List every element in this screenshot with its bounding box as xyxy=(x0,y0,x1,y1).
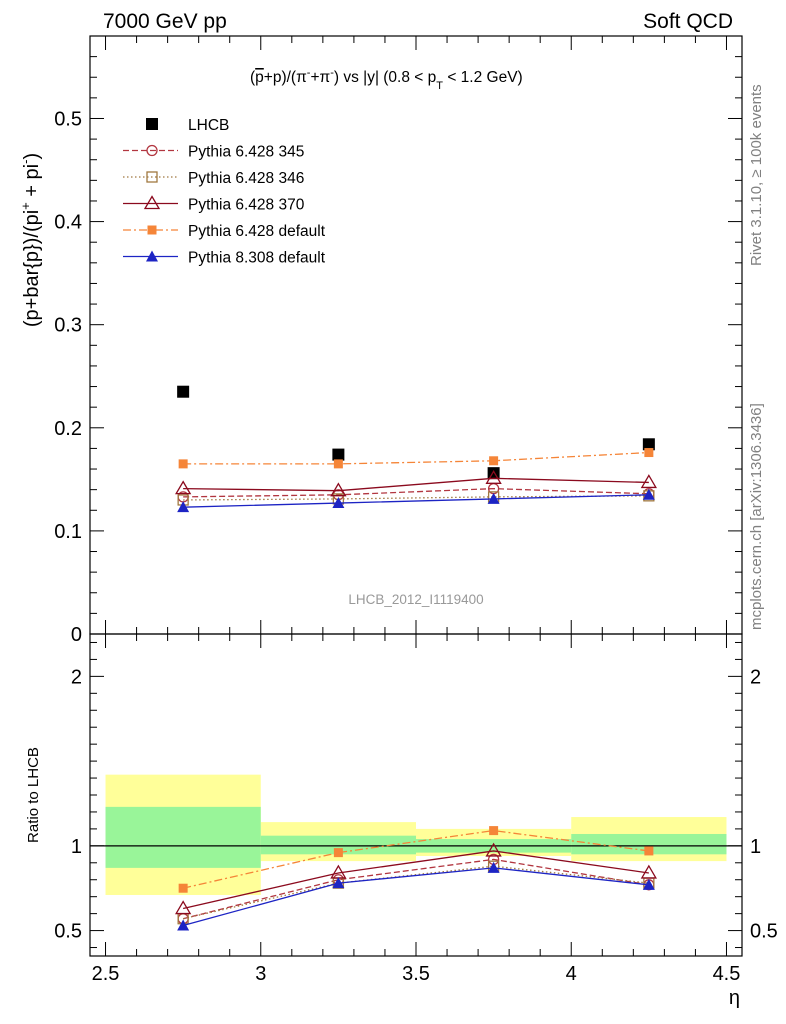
ratio-point-5-1 xyxy=(332,877,345,889)
legend-marker-1 xyxy=(146,144,158,157)
ratio-line-1 xyxy=(182,858,649,920)
main-point-3-0 xyxy=(175,480,192,495)
band-stat-0 xyxy=(105,806,261,868)
ratio-point-5-2 xyxy=(487,861,500,873)
legend-marker-3 xyxy=(143,195,161,210)
legend-label-2: Pythia 6.428 346 xyxy=(188,170,304,187)
main-point-5-2 xyxy=(487,492,500,504)
band-stat-3 xyxy=(571,833,727,855)
main-line-1 xyxy=(183,487,649,498)
tick-labels: 2.5 3 3.5 4 4.5 0 0.1 0.2 0.3 0.4 0.5 0.5 0.5 1 1 2 2 xyxy=(54,108,778,985)
ratio-point-3-3 xyxy=(640,864,657,879)
ratio-point-4-3 xyxy=(644,846,654,856)
main-line-4 xyxy=(183,451,649,465)
main-point-3-2 xyxy=(485,470,502,484)
main-y-tick-label: 0.1 xyxy=(54,521,82,543)
main-point-4-0 xyxy=(178,459,188,469)
x-tick-label: 3 xyxy=(255,963,266,985)
mcplots-reference-text: mcplots.cern.ch [arXiv:1306.3436] xyxy=(748,403,765,630)
legend-marker-0 xyxy=(146,118,158,130)
ratio-y-tick-label-right: 2 xyxy=(750,666,761,688)
title-pbar: p xyxy=(255,69,264,86)
ratio-point-5-0 xyxy=(177,919,190,931)
main-y-tick-label: 0 xyxy=(71,624,82,646)
ratio-uncertainty-bands xyxy=(105,774,727,895)
ratio-y-tick-label-left: 1 xyxy=(71,836,82,858)
main-point-3-1 xyxy=(330,482,347,497)
legend-label-3: Pythia 6.428 370 xyxy=(188,197,305,214)
ratio-y-tick-label-left: 0.5 xyxy=(54,921,82,943)
main-line-3 xyxy=(183,477,649,492)
rivet-version-text: Rivet 3.1.10, ≥ 100k events xyxy=(748,84,765,266)
ratio-y-tick-label-left: 2 xyxy=(71,666,82,688)
analysis-watermark: LHCB_2012_I1119400 xyxy=(348,592,483,607)
main-y-tick-label: 0.5 xyxy=(54,108,82,130)
legend-label-1: Pythia 6.428 345 xyxy=(188,144,304,161)
ratio-point-3-2 xyxy=(485,842,502,857)
main-y-tick-label: 0.3 xyxy=(54,315,82,337)
main-point-0-1 xyxy=(332,448,345,461)
main-y-tick-label: 0.2 xyxy=(54,418,82,440)
ratio-y-tick-label-right: 0.5 xyxy=(750,921,778,943)
main-y-tick-label: 0.4 xyxy=(54,212,82,234)
main-point-3-3 xyxy=(640,474,657,489)
ratio-point-3-0 xyxy=(175,900,192,915)
ratio-series-layer xyxy=(175,826,657,931)
ratio-y-tick-label-right: 1 xyxy=(750,836,761,858)
legend-label-4: Pythia 6.428 default xyxy=(188,223,326,240)
ratio-point-5-3 xyxy=(642,878,655,890)
legend-marker-4 xyxy=(147,225,157,235)
main-point-4-1 xyxy=(333,459,343,469)
main-point-0-0 xyxy=(177,385,190,398)
ratio-ylabel: Ratio to LHCB xyxy=(25,747,42,843)
ratio-line-5 xyxy=(182,867,649,927)
band-stat-1 xyxy=(260,835,416,855)
ratio-line-2 xyxy=(182,865,649,920)
main-line-5 xyxy=(183,494,649,508)
main-point-5-0 xyxy=(177,501,190,513)
x-tick-label: 4.5 xyxy=(713,963,741,985)
legend-label-5: Pythia 8.308 default xyxy=(188,250,326,267)
header-right: Soft QCD xyxy=(643,10,733,33)
x-tick-label: 2.5 xyxy=(92,963,120,985)
main-ylabel: (p+bar{p})/(pi+ + pi-) xyxy=(18,153,43,327)
x-axis-label: η xyxy=(729,987,740,1009)
ratio-point-4-0 xyxy=(178,883,188,893)
axes-ticks xyxy=(90,36,742,956)
main-point-4-2 xyxy=(489,456,499,466)
x-tick-label: 3.5 xyxy=(402,963,430,985)
plot-title: (p+p)/(π-+π-) vs |y| (0.8 < pT < 1.2 GeV… xyxy=(250,67,523,92)
ratio-line-3 xyxy=(182,850,649,910)
header-left: 7000 GeV pp xyxy=(103,10,227,33)
main-point-0-3 xyxy=(642,438,655,451)
ratio-point-4-1 xyxy=(333,848,343,858)
legend: LHCB Pythia 6.428 345 Pythia 6.428 346 Pyth… xyxy=(123,117,326,267)
legend-label-0: LHCB xyxy=(188,117,229,134)
legend-marker-2 xyxy=(146,171,158,183)
main-point-5-1 xyxy=(332,497,345,509)
main-point-4-3 xyxy=(644,448,654,458)
x-tick-label: 4 xyxy=(566,963,577,985)
legend-marker-5 xyxy=(146,250,158,262)
ratio-point-4-2 xyxy=(489,826,499,836)
main-point-5-3 xyxy=(642,488,655,500)
main-series-layer xyxy=(175,385,657,513)
